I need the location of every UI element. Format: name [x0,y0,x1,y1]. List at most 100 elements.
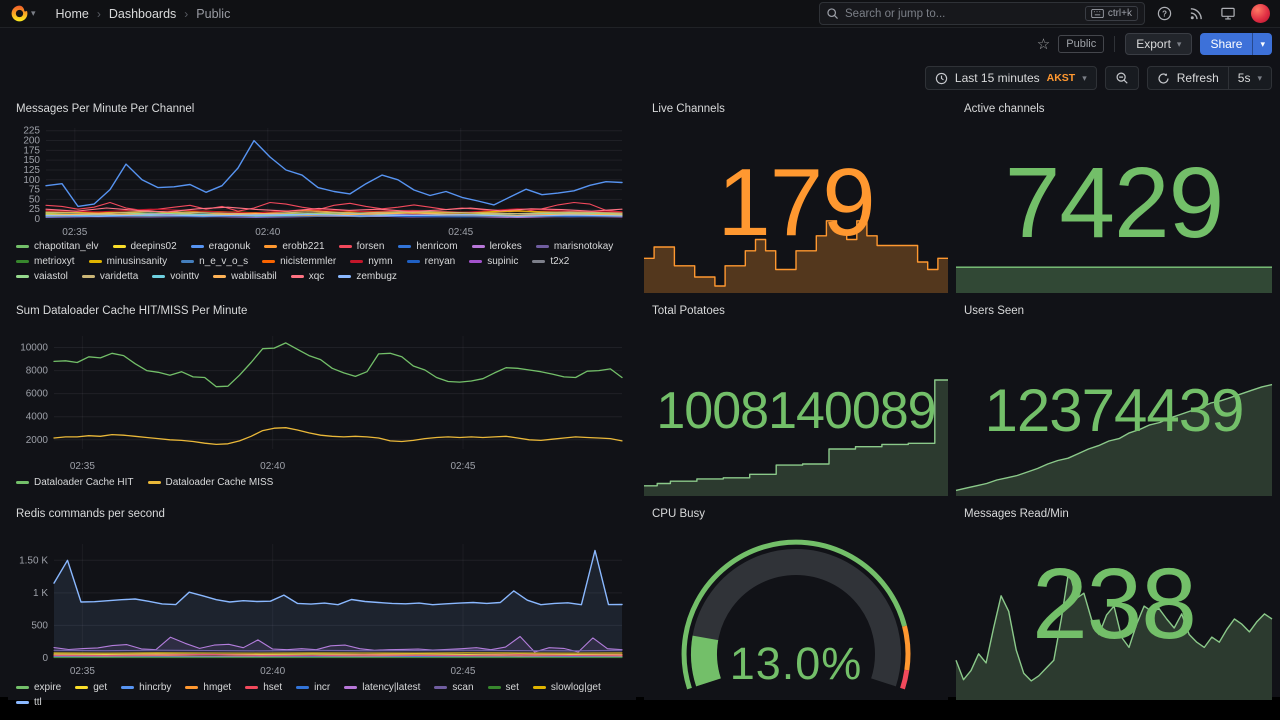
legend-item[interactable]: n_e_v_o_s [181,256,248,267]
legend-item[interactable]: t2x2 [532,256,569,267]
legend-series-color [152,275,166,278]
refresh-interval-select[interactable]: 5s ▾ [1227,67,1271,89]
legend-item[interactable]: set [487,682,519,693]
legend-item[interactable]: erobb221 [264,241,325,252]
legend-item[interactable]: metrioxyt [16,256,75,267]
grafana-logo-icon [11,5,28,22]
legend-item[interactable]: latency|latest [344,682,420,693]
legend-item[interactable]: hincrby [121,682,171,693]
legend-item[interactable]: eragonuk [190,241,250,252]
export-button[interactable]: Export ▾ [1125,33,1193,55]
share-button[interactable]: Share ▾ [1200,33,1272,55]
legend-item[interactable]: supinic [469,256,518,267]
legend-item[interactable]: expire [16,682,61,693]
legend-item[interactable]: xqc [290,271,325,282]
panel-title[interactable]: Sum Dataloader Cache HIT/MISS Per Minute [16,305,248,317]
share-dropdown-caret[interactable]: ▾ [1252,33,1272,55]
legend-series-label: varidetta [99,271,139,282]
legend-series-label: nymn [368,256,393,267]
legend-item[interactable]: nicistemmler [262,256,336,267]
legend-item[interactable]: ttl [16,697,42,708]
svg-text:150: 150 [23,155,40,166]
legend-series-label: set [505,682,519,693]
legend-item[interactable]: Dataloader Cache MISS [147,477,273,488]
legend-series-label: xqc [308,271,325,282]
user-avatar[interactable] [1251,4,1270,23]
kiosk-mode-button[interactable] [1215,3,1241,25]
panel-active-channels: Active channels 7429 [956,99,1272,293]
legend-item[interactable]: minusinsanity [88,256,167,267]
news-button[interactable] [1183,3,1209,25]
monitor-icon [1221,7,1235,20]
panel-total-potatoes: Total Potatoes 1008140089 [644,301,948,496]
panel-title[interactable]: Live Channels [652,103,725,115]
search-input[interactable]: Search or jump to... ctrl+k [819,2,1145,25]
legend-item[interactable]: vaiastol [16,271,68,282]
time-range-picker[interactable]: Last 15 minutes AKST ▾ [924,66,1097,90]
panel-messages-read: Messages Read/Min 238 [955,504,1273,700]
legend-series-color [262,260,276,263]
legend-item[interactable]: incr [296,682,330,693]
breadcrumb-dashboards[interactable]: Dashboards [108,6,177,21]
legend-series-color [290,275,304,278]
help-button[interactable]: ? [1151,3,1177,25]
panel-title[interactable]: CPU Busy [652,508,706,520]
search-placeholder: Search or jump to... [845,7,946,20]
legend-item[interactable]: deepins02 [112,241,177,252]
legend-item[interactable]: chapotitan_elv [16,241,99,252]
legend-item[interactable]: wabilisabil [213,271,277,282]
panel-grid: Messages Per Minute Per Channel 0 25 50 75 1… [0,93,1280,708]
legend-item[interactable]: hmget [185,682,231,693]
breadcrumb-home[interactable]: Home [55,6,89,21]
legend-item[interactable]: forsen [338,241,384,252]
legend-item[interactable]: Dataloader Cache HIT [16,477,134,488]
gauge-chart [681,539,911,690]
legend-series-color [16,701,29,704]
legend-series-label: erobb221 [282,241,325,252]
svg-text:225: 225 [23,126,40,137]
legend-series-color [338,245,352,248]
panel-live-channels: Live Channels 179 [644,99,948,293]
panel-title[interactable]: Users Seen [964,305,1025,317]
svg-text:02:40: 02:40 [255,227,280,238]
timeseries-chart[interactable]: 0 500 1 K 1.50 K 02:35 02:40 02:45 [12,538,630,678]
panel-title[interactable]: Messages Read/Min [964,508,1069,520]
dashboard-toolbar: ☆ Public Export ▾ Share ▾ [0,28,1280,57]
legend-item[interactable]: marisnotokay [535,241,613,252]
panel-title[interactable]: Total Potatoes [652,305,725,317]
legend-series-label: get [93,682,108,693]
refresh-button[interactable]: Refresh [1148,67,1228,89]
legend-series-color [532,686,546,689]
timeseries-chart[interactable]: 2000 4000 6000 8000 10000 02:35 02:40 02:45 [12,331,630,473]
legend-item[interactable]: get [75,682,107,693]
legend-series-color [16,245,29,248]
legend-item[interactable]: varidetta [81,271,139,282]
legend-item[interactable]: lerokes [471,241,522,252]
legend-item[interactable]: zembugz [338,271,397,282]
legend-series-color [147,481,161,484]
panel-title[interactable]: Redis commands per second [16,508,165,520]
legend-series-color [112,245,126,248]
legend-item[interactable]: slowlog|get [532,682,601,693]
svg-text:6000: 6000 [26,389,49,400]
zoom-out-button[interactable] [1104,66,1139,90]
breadcrumb-separator: › [184,6,189,21]
panel-title[interactable]: Messages Per Minute Per Channel [16,103,195,115]
svg-text:2000: 2000 [26,435,49,446]
legend-series-color [81,275,95,278]
legend-item[interactable]: henricom [398,241,458,252]
legend-item[interactable]: scan [434,682,474,693]
legend-item[interactable]: hset [245,682,282,693]
top-nav: ▾ Home › Dashboards › Public Search or j… [0,0,1280,28]
favorite-star-icon[interactable]: ☆ [1036,35,1051,53]
legend-item[interactable]: vointtv [152,271,199,282]
legend-series-label: n_e_v_o_s [199,256,249,267]
legend-series-color [296,686,310,689]
panel-title[interactable]: Active channels [964,103,1045,115]
legend-item[interactable]: renyan [406,256,455,267]
grafana-logo[interactable]: ▾ [10,4,36,23]
svg-text:02:40: 02:40 [260,461,285,472]
legend-item[interactable]: nymn [350,256,393,267]
svg-text:0: 0 [42,653,48,664]
